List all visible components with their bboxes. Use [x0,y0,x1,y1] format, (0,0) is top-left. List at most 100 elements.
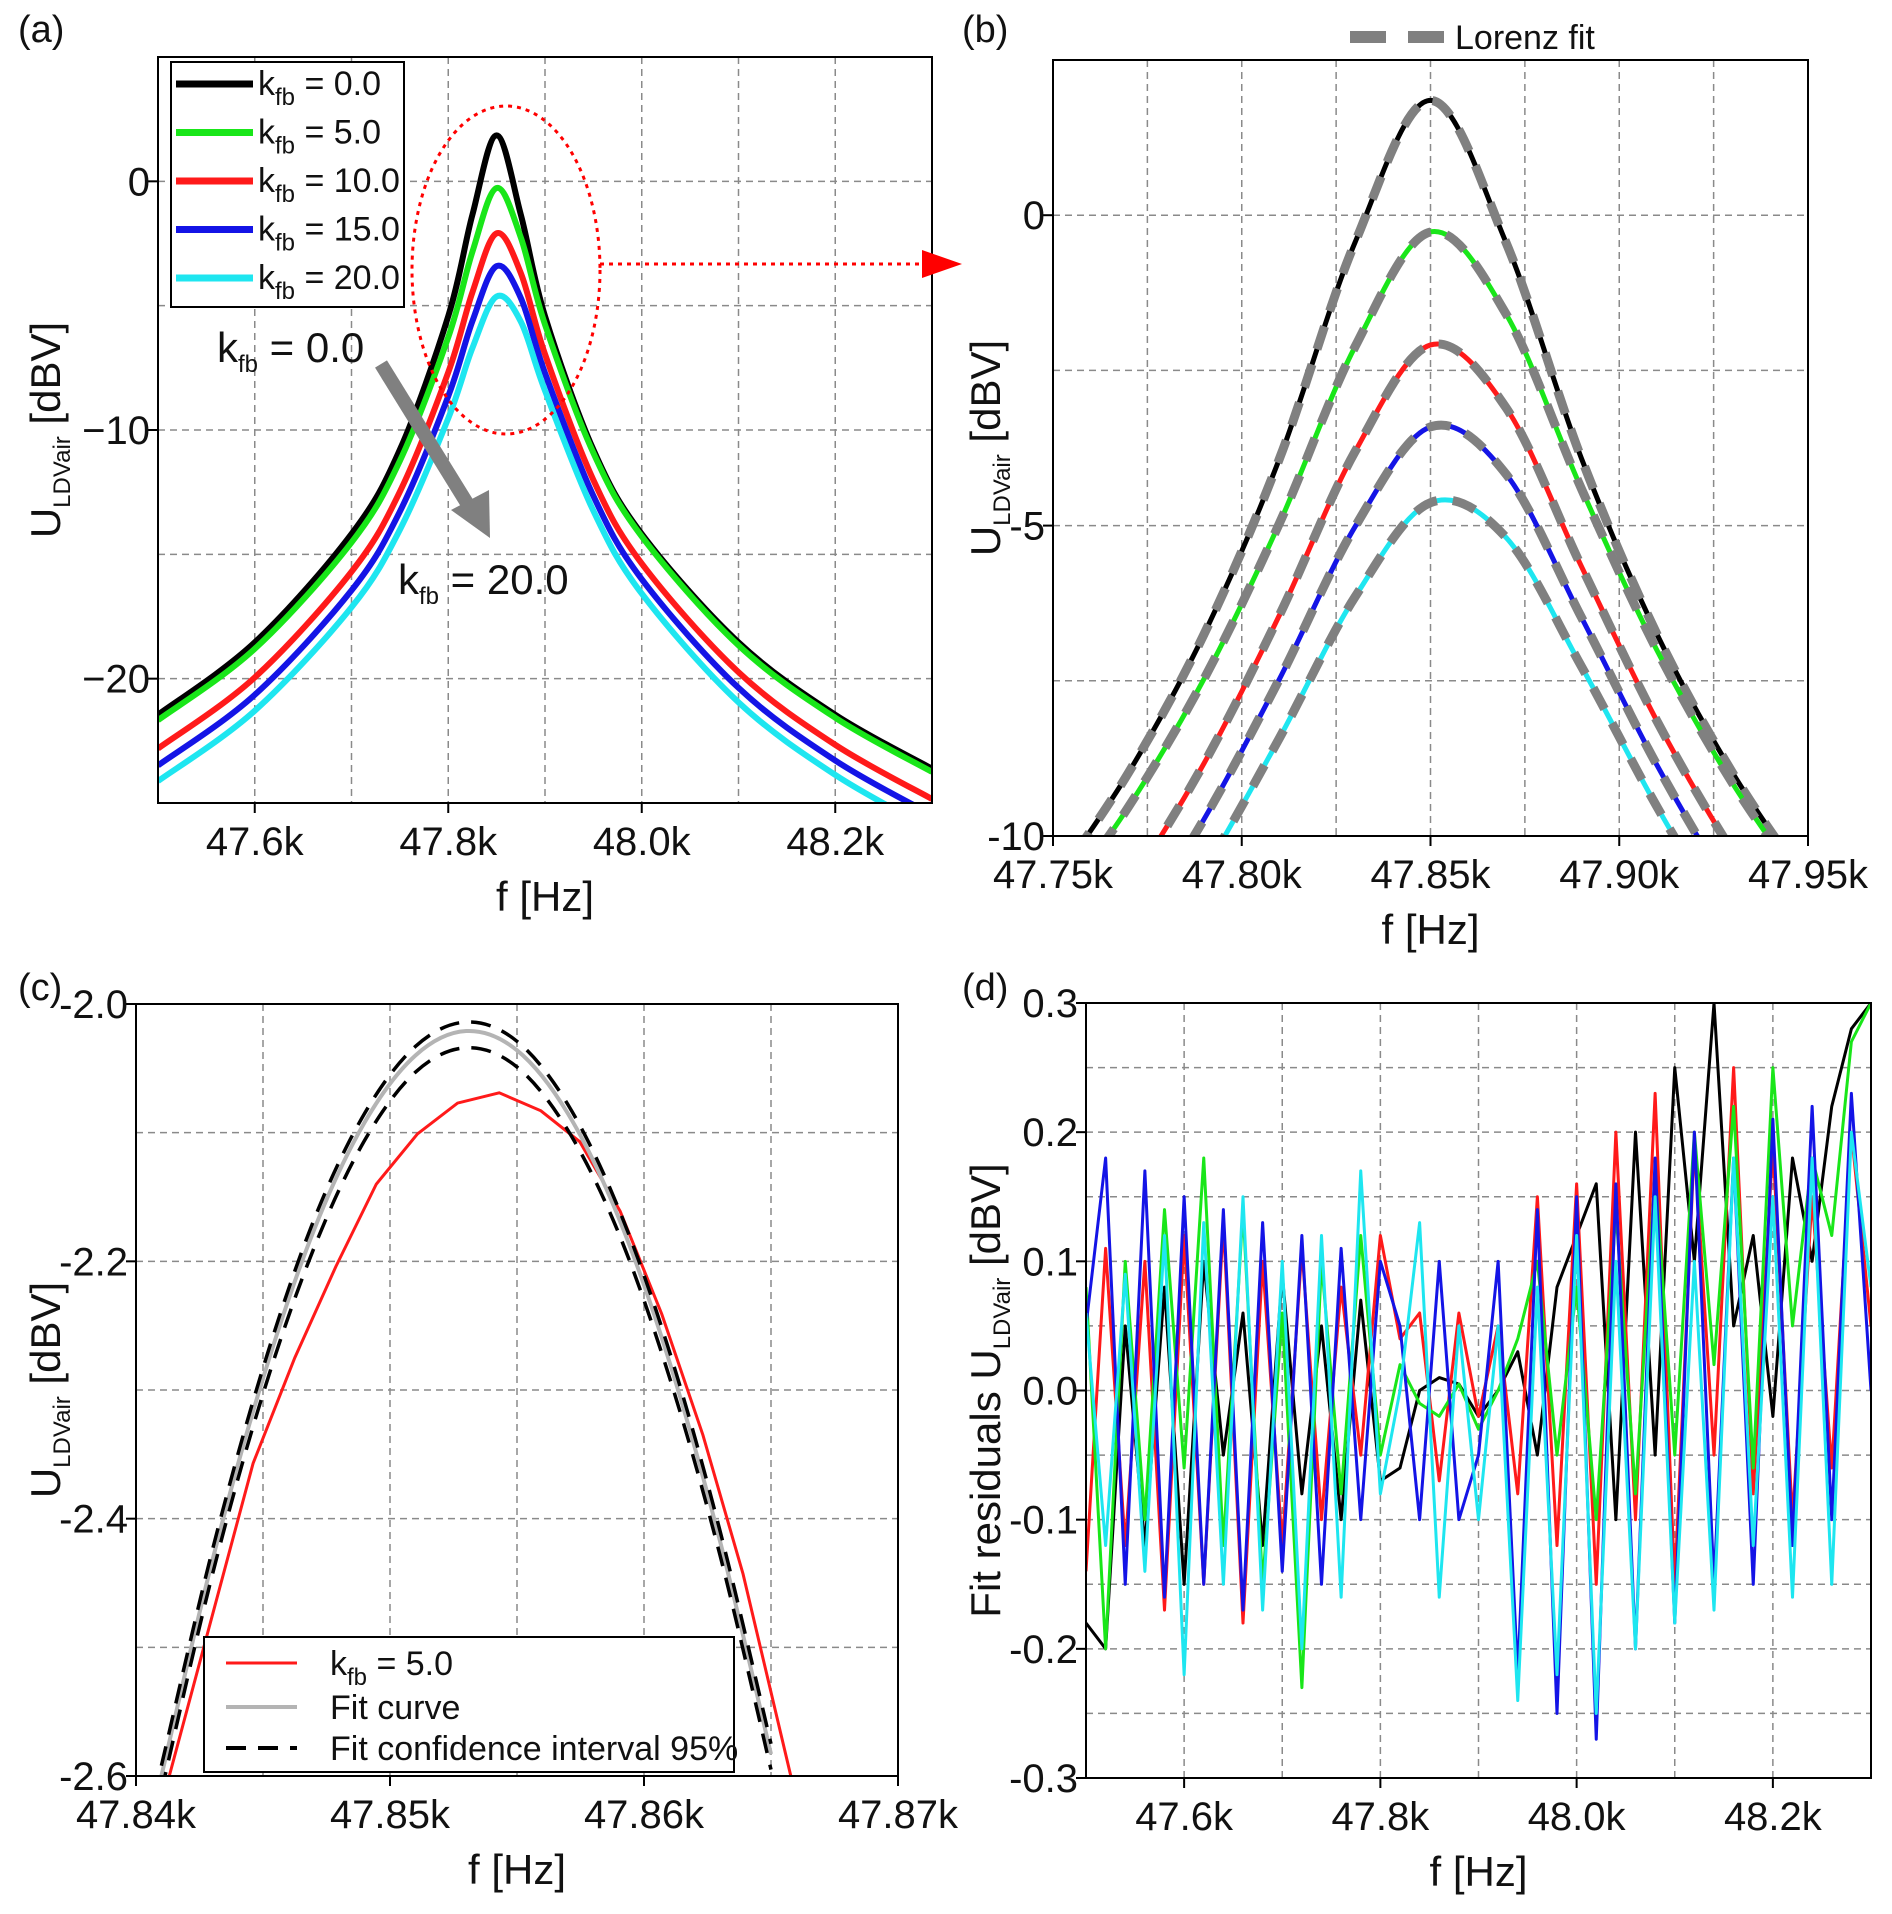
y-tick-label: -2.2 [59,1240,128,1284]
x-axis-title: f [Hz] [468,1846,566,1893]
x-tick-label: 47.6k [206,820,305,864]
x-tick-label: 47.84k [76,1793,197,1837]
annotation-kfb-start-main: k [217,324,239,371]
annotation-kfb-end-subscript: fb [419,583,439,610]
panel-c: 47.84k 47.85k 47.86k 47.87k -2.0 -2.2 -2.4 -2.6… [18,967,959,1893]
legend-label-main: k [258,211,276,249]
legend-label: kfb = 10.0 [258,162,400,208]
y-axis-title: Fit residuals ULDVair [dBV] [962,1163,1016,1617]
y-axis-title-subscript: LDVair [49,436,76,508]
y-axis-title-main: U [962,526,1009,556]
y-tick-label: -0.1 [1009,1499,1078,1543]
x-axis-title: f [Hz] [1381,906,1479,953]
y-tick-label: -0.3 [1009,1757,1078,1801]
legend-label: kfb = 5.0 [258,114,381,160]
legend-label-main: k [258,65,276,103]
annotation-kfb-end: kfb = 20.0 [398,556,569,610]
legend-label-rest: = 15.0 [295,211,400,249]
plot-area [1081,95,1780,836]
panel-b: 47.75k 47.80k 47.85k 47.90k 47.95k 0 -5 -10 (b) f… [962,9,1869,953]
plot-area [1086,1003,1871,1741]
legend-label-main: k [258,162,276,200]
legend-label: kfb = 0.0 [258,65,381,111]
x-tick-label: 47.85k [330,1793,451,1837]
confidence-interval-upper [159,1020,773,1767]
y-axis-title-rest: [dBV] [22,1282,69,1396]
y-axis-title-subscript: LDVair [49,1396,76,1468]
x-tick-label: 48.0k [593,820,692,864]
y-axis-title-rest: [dBV] [962,1163,1009,1277]
legend-label: Lorenz fit [1455,19,1595,57]
series-line-k10 [158,230,932,802]
y-tick-label: -10 [987,815,1045,859]
y-axis-title-rest: [dBV] [22,322,69,436]
zoom-arrow-head [922,250,962,278]
legend-label-main: k [258,114,276,152]
annotation-kfb-end-main: k [398,556,420,603]
y-axis-title: ULDVair [dBV] [962,340,1016,556]
series-line-k5 [158,185,932,775]
y-tick-label: -2.4 [59,1498,128,1542]
x-tick-label: 47.87k [838,1793,959,1837]
residual-line-k20 [1086,1130,1871,1715]
legend-label-subscript: fb [275,181,295,208]
y-tick-label: -2.0 [59,983,128,1027]
panel-d: 47.6k 47.8k 48.0k 48.2k 0.3 0.2 0.1 0.0 -0.1 -0.2… [962,967,1872,1895]
legend-label-rest: = 0.0 [295,65,381,103]
y-tick-label: 0 [1023,194,1045,238]
lorenz-fit-line [1155,339,1729,836]
y-axis-title-rest: [dBV] [962,340,1009,454]
legend-label-rest: = 20.0 [295,259,400,297]
y-axis-title-main: U [22,1468,69,1498]
x-tick-label: 47.86k [584,1793,705,1837]
legend-label: kfb = 15.0 [258,211,400,257]
x-tick-label: 48.2k [1724,1795,1823,1839]
fit-curve-line [159,1029,773,1776]
axes-frame [157,56,933,804]
legend-label-subscript: fb [347,1664,367,1691]
plot-area [159,1020,793,1776]
legend-label: Fit curve [330,1689,460,1727]
legend-label-rest: = 5.0 [295,114,381,152]
confidence-interval-lower [163,1045,773,1776]
y-tick-label: 0.1 [1022,1240,1078,1284]
axes-frame [135,1003,899,1777]
y-tick-label: -2.6 [59,1755,128,1799]
y-tick-label: −20 [82,658,150,702]
lorenz-fit-line [1081,95,1780,836]
series-line-k15 [158,262,917,803]
x-tick-label: 47.95k [1748,853,1869,897]
x-tick-label: 47.8k [399,820,498,864]
x-tick-label: 47.85k [1370,853,1491,897]
annotation-kfb-start: kfb = 0.0 [217,324,364,378]
y-axis-title: ULDVair [dBV] [22,322,76,538]
y-axis-title-main: Fit residuals U [962,1349,1009,1617]
y-tick-label: -5 [1009,505,1045,549]
x-tick-label: 47.8k [1331,1795,1430,1839]
panel-label: (d) [962,967,1008,1009]
series-line-k20 [158,292,890,803]
plot-area [158,132,932,803]
data-line-kfb-5 [167,1091,793,1776]
panel-label: (a) [18,9,64,51]
y-axis-title-subscript: LDVair [989,454,1016,526]
y-axis-title-subscript: LDVair [989,1278,1016,1350]
y-tick-label: 0.2 [1022,1111,1078,1155]
axes-frame [1052,59,1809,837]
panel-a: 47.6k 47.8k 48.0k 48.2k 0 −10 −20 (a) f [Hz] ULDV… [18,9,933,920]
annotation-kfb-end-rest: = 20.0 [439,556,569,603]
x-tick-label: 48.2k [786,820,885,864]
lorenz-fit-line [1103,227,1774,836]
legend-label-main: k [330,1645,348,1683]
residual-line-k5 [1086,1003,1871,1690]
legend-label-rest: = 5.0 [367,1645,453,1683]
trend-arrow-head [451,490,490,538]
zoom-region-ellipse [410,104,602,436]
x-tick-label: 47.75k [993,853,1114,897]
legend-label-rest: = 10.0 [295,162,400,200]
trend-arrow-shaft [375,360,476,512]
panel-label: (b) [962,9,1008,51]
panel-label: (c) [18,967,62,1009]
legend-label-subscript: fb [275,230,295,257]
